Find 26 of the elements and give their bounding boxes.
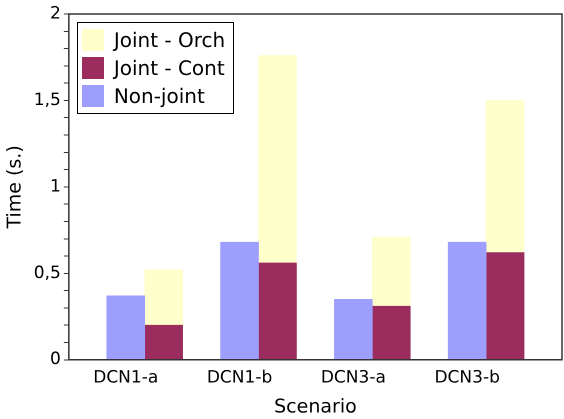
bar	[372, 306, 411, 360]
y-tick-label: 1,5	[34, 90, 61, 110]
bar	[144, 270, 183, 326]
legend-label: Joint - Orch	[114, 27, 226, 54]
bar	[448, 242, 486, 360]
y-tick-label: 2	[50, 3, 61, 24]
bar	[220, 242, 259, 360]
bar	[106, 295, 146, 360]
x-tick-label: DCN1-a	[93, 367, 158, 388]
bar	[258, 55, 297, 264]
y-tick-label: 0	[50, 349, 61, 370]
bar	[258, 262, 297, 360]
bar	[486, 252, 524, 360]
bar	[334, 298, 373, 360]
bar	[486, 100, 524, 253]
x-tick-label: DCN3-a	[320, 367, 386, 388]
y-axis-title: Time (s.)	[3, 145, 26, 230]
y-tick-label: 0,5	[34, 262, 61, 283]
legend-label: Joint - Cont	[114, 55, 225, 82]
x-axis-title: Scenario	[274, 396, 357, 418]
bar	[144, 324, 183, 360]
x-tick-label: DCN3-b	[434, 367, 500, 388]
y-tick-label: 1	[50, 176, 61, 196]
x-tick-label: DCN1-b	[206, 367, 272, 388]
legend-label: Non-joint	[114, 83, 205, 110]
bar	[372, 236, 411, 307]
